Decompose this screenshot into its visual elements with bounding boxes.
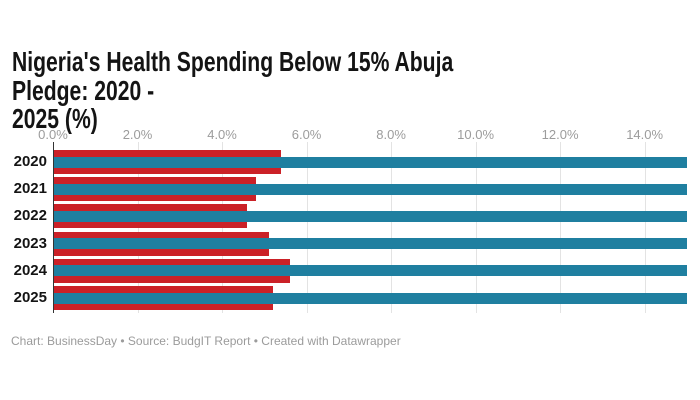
chart-title: Nigeria's Health Spending Below 15% Abuj… [12, 46, 454, 134]
x-axis-tick-label: 4.0% [207, 127, 237, 142]
bar-abuja-pledge [53, 238, 687, 250]
x-axis-tick-label: 0.0% [38, 127, 68, 142]
year-label: 2023 [13, 234, 47, 252]
gridline [306, 142, 308, 313]
year-label: 2025 [13, 289, 47, 306]
gridline [475, 142, 477, 313]
bar-abuja-pledge [53, 156, 687, 168]
x-axis-tick-label: 2.0% [122, 127, 153, 142]
x-axis-tick-label: 10.0% [457, 127, 495, 142]
x-axis-tick-label: 14.0% [626, 127, 664, 142]
zero-baseline [53, 142, 54, 313]
year-label: 2024 [13, 261, 47, 279]
gridline [644, 142, 646, 313]
chart-attribution: Chart: BusinessDay • Source: BudgIT Repo… [11, 334, 401, 348]
bar-abuja-pledge [53, 210, 687, 222]
gridline [391, 142, 393, 313]
gridline [560, 142, 562, 313]
year-label: 2020 [13, 153, 47, 170]
year-label: 2022 [13, 207, 47, 225]
bar-abuja-pledge [53, 265, 687, 277]
year-label: 2021 [13, 180, 47, 198]
x-axis-tick-label: 12.0% [541, 127, 579, 142]
bar-abuja-pledge [53, 183, 687, 195]
bar-abuja-pledge [53, 292, 687, 304]
x-axis-tick-label: 8.0% [376, 127, 406, 142]
x-axis-tick-label: 6.0% [291, 127, 322, 142]
